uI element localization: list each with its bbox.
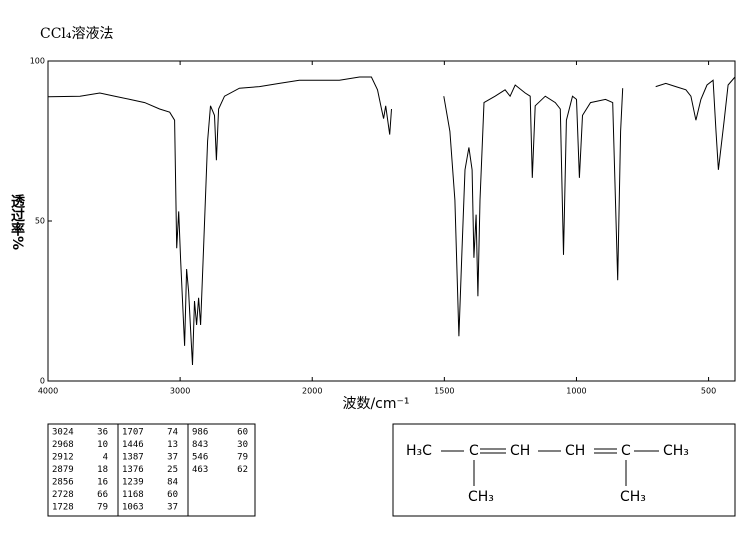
peak-transmittance: 13 — [167, 440, 178, 450]
x-tick-label: 1500 — [434, 387, 454, 396]
peak-wavenumber: 986 — [192, 428, 208, 438]
peak-wavenumber: 1707 — [122, 428, 144, 438]
peak-wavenumber: 2728 — [52, 490, 74, 500]
peak-wavenumber: 2856 — [52, 478, 74, 488]
peak-table-frame — [47, 423, 256, 517]
peak-transmittance: 60 — [237, 428, 248, 438]
x-tick-label: 1000 — [566, 387, 586, 396]
y-tick-label: 50 — [35, 217, 45, 226]
peak-wavenumber: 546 — [192, 453, 208, 463]
peak-transmittance: 74 — [167, 428, 178, 438]
peak-wavenumber: 843 — [192, 440, 208, 450]
peak-transmittance: 4 — [103, 453, 108, 463]
structure-group: H₃C — [406, 443, 432, 459]
x-tick-label: 4000 — [38, 387, 58, 396]
x-tick-label: 2000 — [302, 387, 322, 396]
peak-wavenumber: 1387 — [122, 453, 144, 463]
peak-wavenumber: 1446 — [122, 440, 144, 450]
peak-wavenumber: 3024 — [52, 428, 74, 438]
peak-wavenumber: 2912 — [52, 453, 74, 463]
x-tick-label: 500 — [701, 387, 716, 396]
peak-transmittance: 79 — [237, 453, 248, 463]
peak-wavenumber: 1728 — [52, 503, 74, 513]
structure-group: CH₃ — [663, 443, 689, 459]
peak-transmittance: 25 — [167, 465, 178, 475]
peak-wavenumber: 1063 — [122, 503, 144, 513]
structure-group: CH₃ — [620, 489, 646, 505]
peak-transmittance: 60 — [167, 490, 178, 500]
peak-transmittance: 37 — [167, 453, 178, 463]
peak-wavenumber: 463 — [192, 465, 208, 475]
peak-wavenumber: 1168 — [122, 490, 144, 500]
structure-group: CH — [510, 443, 530, 459]
peak-transmittance: 30 — [237, 440, 248, 450]
peak-transmittance: 62 — [237, 465, 248, 475]
structure-group: C — [469, 443, 479, 459]
peak-transmittance: 18 — [97, 465, 108, 475]
peak-transmittance: 16 — [97, 478, 108, 488]
chart-title: CCl₄溶液法 — [40, 26, 114, 42]
structure-frame — [392, 423, 736, 517]
peak-wavenumber: 1376 — [122, 465, 144, 475]
structure-group: CH — [565, 443, 585, 459]
peak-transmittance: 36 — [97, 428, 108, 438]
bonds — [441, 448, 659, 486]
structure-group: CH₃ — [468, 489, 494, 505]
peak-wavenumber: 1239 — [122, 478, 144, 488]
y-axis-label: 透过率% — [9, 194, 25, 250]
peak-transmittance: 37 — [167, 503, 178, 513]
peak-transmittance: 66 — [97, 490, 108, 500]
peak-transmittance: 10 — [97, 440, 108, 450]
y-tick-label: 100 — [30, 57, 45, 66]
x-axis-label: 波数/cm⁻¹ — [342, 396, 409, 412]
peak-transmittance: 79 — [97, 503, 108, 513]
x-tick-label: 3000 — [170, 387, 190, 396]
peak-wavenumber: 2879 — [52, 465, 74, 475]
y-tick-label: 0 — [40, 377, 45, 386]
peak-wavenumber: 2968 — [52, 440, 74, 450]
spectrum-line — [47, 76, 736, 366]
structure-group: C — [621, 443, 631, 459]
peak-transmittance: 84 — [167, 478, 178, 488]
